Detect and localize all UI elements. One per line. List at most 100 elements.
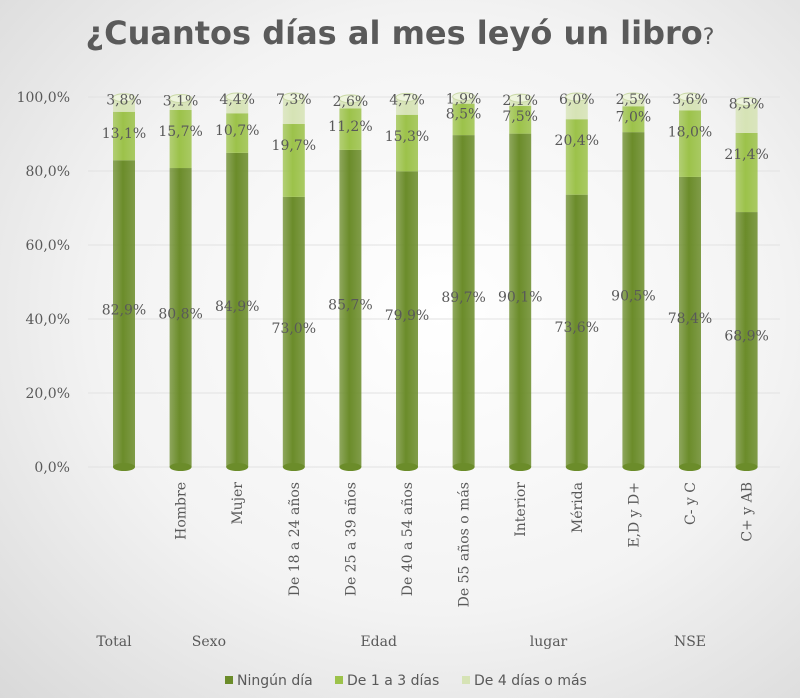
- data-label: 90,1%: [498, 289, 542, 305]
- bar-base-cap: [226, 463, 249, 471]
- bar-segment: [169, 168, 192, 468]
- bar-base-cap: [679, 463, 701, 471]
- bar-segment: [622, 132, 645, 467]
- legend-swatch: [225, 676, 233, 684]
- bar-base-cap: [113, 463, 135, 471]
- bar-top-cap: [169, 93, 193, 103]
- bar-top-cap: [452, 92, 476, 102]
- bar-base-cap: [509, 463, 532, 471]
- group-label: Edad: [360, 634, 397, 650]
- bar-segment: [339, 98, 362, 109]
- data-label: 4,4%: [219, 92, 255, 108]
- data-label: 8,5%: [446, 107, 482, 123]
- bar-segment: [169, 98, 192, 110]
- bar-base-cap: [169, 463, 192, 471]
- bar-segment: [509, 105, 532, 134]
- data-label: 3,1%: [163, 93, 199, 109]
- data-label: 7,3%: [276, 92, 312, 108]
- bar-top-cap: [735, 96, 759, 106]
- bar-base-cap: [622, 463, 645, 471]
- bar-segment: [565, 194, 588, 467]
- data-label: 8,5%: [729, 96, 765, 112]
- data-label: 3,8%: [106, 93, 142, 109]
- legend-swatch: [462, 676, 470, 684]
- data-label: 90,5%: [611, 289, 655, 305]
- data-label: 15,7%: [158, 124, 202, 140]
- bar-segment: [113, 160, 135, 467]
- data-label: 7,5%: [502, 109, 538, 125]
- category-label: Mujer: [230, 482, 246, 525]
- bar-top-cap: [225, 92, 249, 102]
- group-label: Total: [96, 634, 132, 650]
- bar-segment: [679, 176, 701, 468]
- data-label: 78,4%: [668, 311, 712, 327]
- bar-segment: [735, 132, 758, 213]
- category-label: Hombre: [174, 482, 190, 540]
- bar-segment: [679, 110, 701, 177]
- data-label: 89,7%: [441, 290, 485, 306]
- data-label: 19,7%: [272, 138, 316, 154]
- category-label: C+ y AB: [740, 482, 756, 542]
- bar-top-cap: [282, 92, 306, 102]
- bar-segment: [452, 103, 475, 136]
- category-label: Interior: [513, 482, 529, 537]
- bar-top-cap: [508, 93, 532, 103]
- bar-segment: [565, 97, 588, 120]
- group-label: lugar: [530, 634, 568, 650]
- bar-base-cap: [452, 463, 475, 471]
- category-label: Mérida: [570, 482, 586, 533]
- data-label: 13,1%: [102, 126, 146, 142]
- legend-swatch: [335, 676, 343, 684]
- data-label: 7,0%: [616, 109, 652, 125]
- group-label: Sexo: [192, 634, 226, 650]
- y-tick-label: 0,0%: [34, 460, 70, 476]
- data-label: 73,0%: [272, 321, 316, 337]
- data-label: 18,0%: [668, 124, 712, 140]
- y-tick-label: 100,0%: [17, 90, 70, 106]
- bar-top-cap: [338, 94, 362, 104]
- data-label: 3,6%: [672, 92, 708, 108]
- chart-title: ¿Cuantos días al mes leyó un libro?: [85, 14, 715, 52]
- category-label: De 40 a 54 años: [400, 482, 416, 596]
- y-tick-label: 60,0%: [26, 238, 70, 254]
- data-label: 82,9%: [102, 303, 146, 319]
- legend-label: Ningún día: [237, 673, 313, 689]
- category-label: De 55 años o más: [457, 482, 473, 607]
- bar-segment: [113, 111, 135, 161]
- data-label: 79,9%: [385, 308, 429, 324]
- bar-segment: [169, 109, 192, 169]
- data-label: 68,9%: [724, 329, 768, 345]
- bar-top-cap: [565, 92, 589, 102]
- data-label: 85,7%: [328, 297, 372, 313]
- legend-label: De 1 a 3 días: [347, 673, 439, 689]
- y-tick-label: 20,0%: [26, 386, 70, 402]
- bar-base-cap: [282, 463, 305, 471]
- category-label: C- y C: [683, 482, 699, 525]
- data-label: 10,7%: [215, 123, 259, 139]
- data-label: 84,9%: [215, 299, 259, 315]
- bar-segment: [226, 152, 249, 467]
- data-label: 11,2%: [328, 119, 372, 135]
- bar-segment: [396, 171, 418, 467]
- bar-segment: [396, 114, 418, 172]
- data-label: 73,6%: [555, 320, 599, 336]
- data-label: 4,7%: [389, 92, 425, 108]
- bar-segment: [622, 106, 645, 133]
- data-label: 2,1%: [502, 93, 538, 109]
- data-label: 2,6%: [333, 94, 369, 110]
- bar-top-cap: [395, 92, 419, 102]
- bar-segment: [452, 135, 475, 468]
- bar-segment: [735, 212, 758, 467]
- data-label: 15,3%: [385, 129, 429, 145]
- bar-base-cap: [565, 463, 588, 471]
- data-label: 1,9%: [446, 92, 482, 108]
- bar-top-cap: [112, 93, 136, 103]
- data-label: 20,4%: [555, 133, 599, 149]
- bar-base-cap: [735, 463, 758, 471]
- bar-segment: [396, 97, 418, 115]
- bar-segment: [226, 97, 249, 114]
- bar-segment: [339, 108, 362, 150]
- bar-segment: [509, 133, 532, 467]
- group-label: NSE: [674, 634, 706, 650]
